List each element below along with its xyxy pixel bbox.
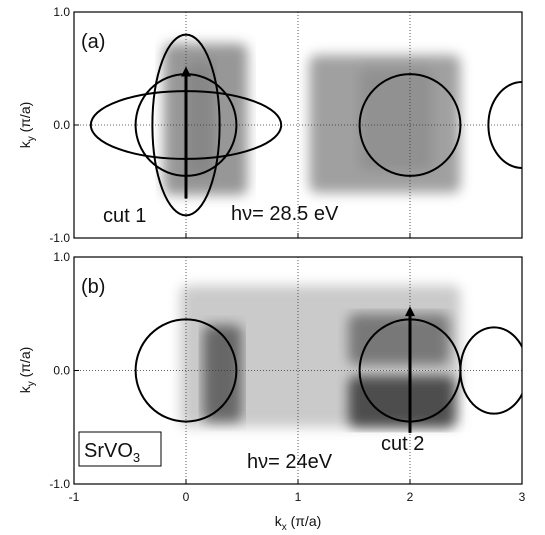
- panel-a-intensity-region-3: [309, 54, 461, 193]
- panel-b-y-tick-label: 0.0: [53, 364, 70, 378]
- panel-a-ticks: 1.0 0.0 -1.0: [49, 5, 523, 245]
- panel-b-y-tick-label: 1.0: [53, 250, 70, 264]
- panel-b-overlays: [134, 306, 522, 433]
- panel-b-x-tick-label: 3: [519, 490, 526, 504]
- panel-a-y-axis-label: ky (π/a): [17, 102, 37, 149]
- panel-a-cut-arrowhead: [181, 66, 191, 77]
- panel-b: 1.0 0.0 -1.0-1 0 1 2 3 (b) SrVO3 hν= 24eV cut …: [17, 250, 526, 533]
- panel-a-fermi-surface-0: [151, 33, 221, 217]
- panel-a: 1.0 0.0 -1.0 (a) cut 1 hν= 28.5 eV ky (π/a…: [17, 5, 523, 245]
- material-label: SrVO3: [84, 440, 140, 465]
- panel-a-cut-label: cut 1: [103, 205, 146, 227]
- panel-b-intensity-region-2: [348, 313, 450, 365]
- panel-b-x-tick-label: 2: [407, 490, 414, 504]
- panel-b-cut-label: cut 2: [381, 433, 424, 455]
- panel-a-intensity: [163, 43, 461, 196]
- x-axis-label: kx (π/a): [275, 513, 322, 533]
- panel-a-y-tick-label: -1.0: [49, 231, 70, 245]
- panel-a-label: (a): [81, 31, 105, 53]
- panel-b-y-tick-label: -1.0: [49, 477, 70, 491]
- panel-b-intensity-region-3: [348, 376, 455, 428]
- panel-b-ticks: 1.0 0.0 -1.0-1 0 1 2 3: [49, 250, 525, 504]
- panel-b-cut-arrowhead: [405, 306, 415, 317]
- panel-a-y-tick-label: 1.0: [53, 5, 70, 19]
- panel-b-fermi-surface-2: [459, 326, 522, 415]
- panel-b-x-tick-label: 1: [295, 490, 302, 504]
- panel-b-gridlines: [74, 257, 522, 484]
- panel-a-fermi-surface-3: [358, 73, 462, 177]
- panel-b-photon-energy: hν= 24eV: [247, 451, 333, 473]
- panel-b-x-tick-label: 0: [183, 490, 190, 504]
- panel-a-photon-energy: hν= 28.5 eV: [231, 203, 339, 225]
- panel-a-y-tick-label: 0.0: [53, 118, 70, 132]
- panel-b-x-tick-label: -1: [69, 490, 80, 504]
- panel-a-fermi-surface-4: [487, 81, 522, 169]
- material-label-box: [78, 431, 162, 467]
- panel-b-label: (b): [81, 276, 105, 298]
- panel-b-y-axis-label: ky (π/a): [17, 347, 37, 394]
- panel-b-fermi-surface-0: [134, 318, 238, 423]
